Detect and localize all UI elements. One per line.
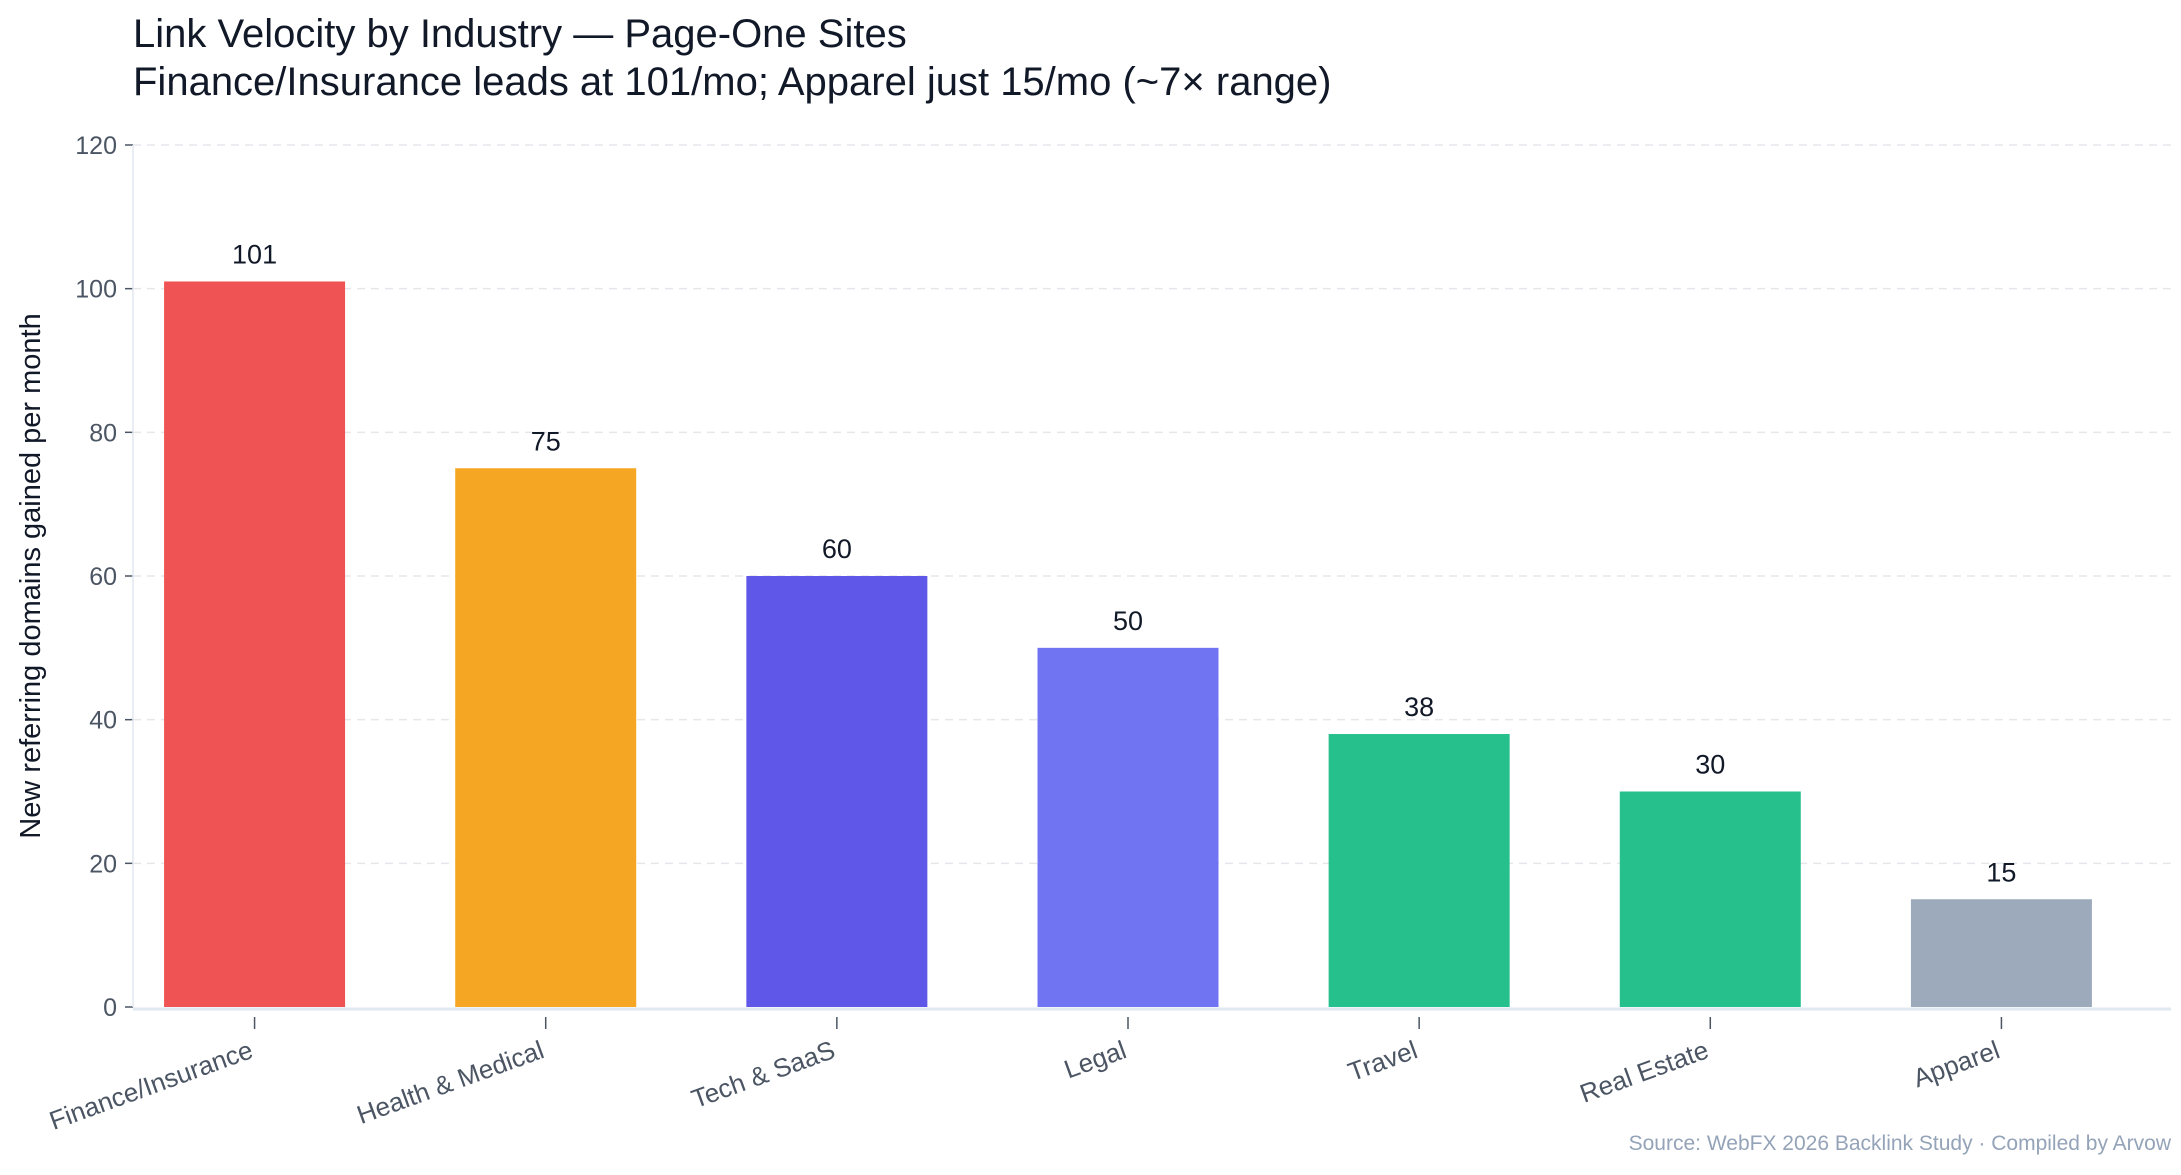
chart-title-main: Link Velocity by Industry — Page-One Sit…	[133, 12, 907, 56]
bar-tech-saas	[746, 576, 928, 1007]
data-label: 101	[232, 239, 277, 269]
y-tick-label: 100	[75, 276, 117, 304]
data-label: 15	[1986, 857, 2016, 887]
x-tick-label: Real Estate	[1576, 1034, 1713, 1108]
bar-travel	[1328, 734, 1510, 1007]
x-tick-label: Health & Medical	[353, 1034, 548, 1129]
bar-real-estate	[1619, 791, 1801, 1007]
chart-title: Link Velocity by Industry — Page-One Sit…	[133, 10, 1332, 106]
y-tick-label: 60	[89, 563, 117, 591]
source-note: Source: WebFX 2026 Backlink Study · Comp…	[1628, 1132, 2171, 1155]
data-label: 38	[1404, 692, 1434, 722]
data-label: 75	[531, 426, 561, 456]
data-label: 50	[1113, 606, 1143, 636]
y-axis-label: New referring domains gained per month	[15, 313, 47, 839]
x-tick-label: Finance/Insurance	[45, 1034, 256, 1135]
bar-finance-insurance	[164, 281, 346, 1007]
y-tick-label: 40	[89, 707, 117, 735]
x-tick-label: Travel	[1344, 1034, 1421, 1087]
y-tick-label: 80	[89, 419, 117, 447]
x-tick-label: Legal	[1060, 1034, 1130, 1084]
x-tick-label: Tech & SaaS	[687, 1034, 839, 1114]
y-tick-label: 20	[89, 850, 117, 878]
y-tick-label: 0	[103, 994, 117, 1022]
x-tick-label: Apparel	[1909, 1034, 2003, 1093]
y-tick-label: 120	[75, 132, 117, 160]
data-label: 30	[1695, 750, 1725, 780]
bar-health-medical	[455, 468, 637, 1007]
data-label: 60	[822, 534, 852, 564]
bar-legal	[1037, 647, 1219, 1007]
chart-subtitle: Finance/Insurance leads at 101/mo; Appar…	[133, 60, 1332, 104]
bar-apparel	[1910, 899, 2092, 1007]
